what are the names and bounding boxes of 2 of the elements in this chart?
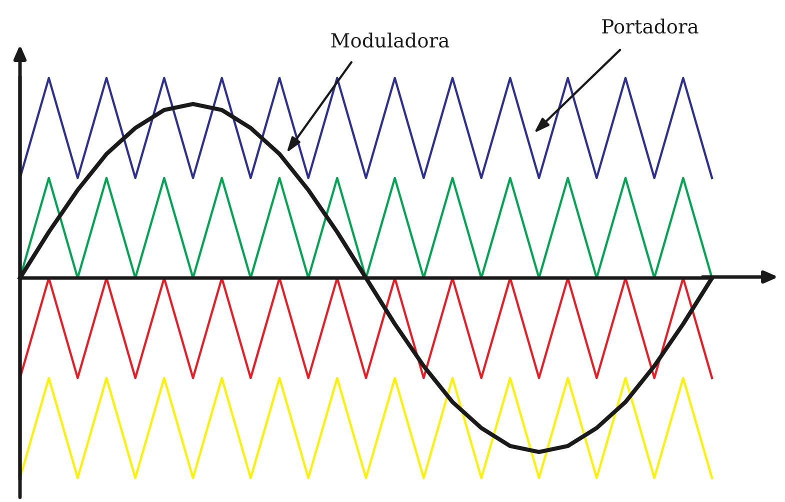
text: Moduladora	[331, 32, 450, 48]
text: Portadora	[602, 18, 698, 34]
